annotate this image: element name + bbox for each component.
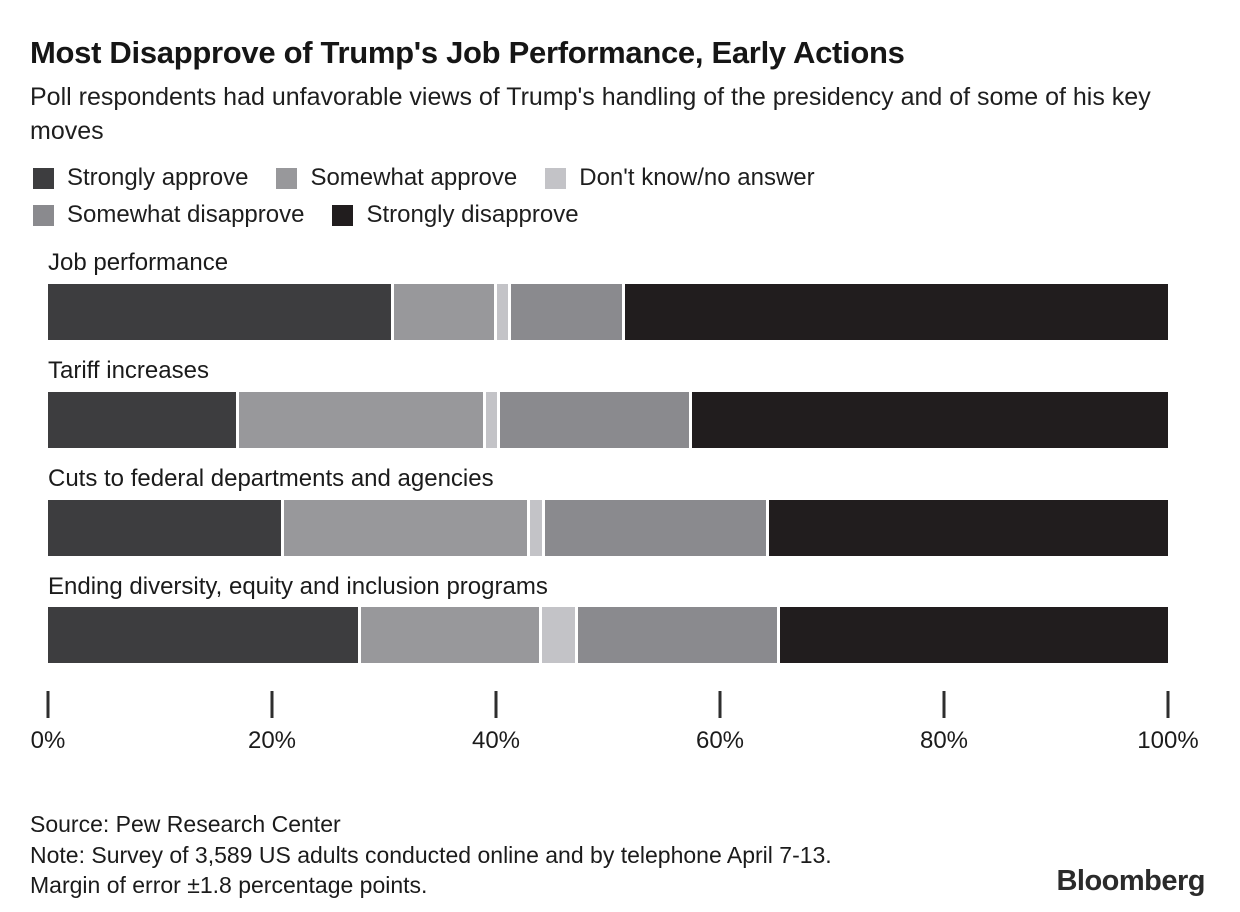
x-axis: 0% 20% 40% 60% 80% 100% — [31, 691, 1199, 757]
bar-segment-somewhat-approve — [239, 391, 484, 448]
axis-tick-label: 60% — [695, 727, 745, 755]
bar-segment-strongly-approve — [48, 283, 392, 340]
bar-segment-somewhat-disapprove — [500, 391, 689, 448]
axis-tick — [270, 691, 274, 719]
axis-tick — [1166, 691, 1170, 719]
legend-item-strongly-disapprove: Strongly disapprove — [332, 201, 579, 229]
axis-tick — [494, 691, 498, 719]
stacked-bar-chart: Job performance Tariff increases Cuts to f… — [48, 249, 1168, 664]
bar-segment-strongly-disapprove — [691, 391, 1168, 448]
bar-segment-somewhat-approve — [394, 283, 495, 340]
chart-title: Most Disapprove of Trump's Job Performan… — [30, 35, 905, 70]
stacked-bar — [48, 391, 1168, 448]
bar-segment-don-t-know-no-answer — [530, 499, 542, 556]
legend-label: Don't know/no answer — [579, 164, 815, 192]
legend-item-somewhat-disapprove: Somewhat disapprove — [33, 201, 304, 229]
legend-item-don-t-know-no-answer: Don't know/no answer — [545, 164, 815, 192]
bar-segment-somewhat-approve — [283, 499, 528, 556]
bar-segment-strongly-approve — [48, 607, 359, 664]
legend-label: Somewhat approve — [310, 164, 518, 192]
axis-tick-label: 100% — [1137, 727, 1199, 755]
bar-segment-strongly-disapprove — [769, 499, 1168, 556]
axis-tick-label: 20% — [247, 727, 297, 755]
bar-segment-somewhat-disapprove — [511, 283, 623, 340]
bar-segment-somewhat-disapprove — [577, 607, 778, 664]
legend: Strongly approve Somewhat approve Don't kn… — [33, 164, 1043, 229]
axis-tick-label: 40% — [471, 727, 521, 755]
bar-segment-strongly-approve — [48, 391, 237, 448]
bar-group-cuts-to-federal-departments-and-agencies: Cuts to federal departments and agencies — [48, 465, 1168, 556]
bar-segment-don-t-know-no-answer — [486, 391, 498, 448]
legend-swatch-icon — [332, 204, 354, 226]
axis-tick-label: 80% — [919, 727, 969, 755]
legend-swatch-icon — [276, 167, 298, 189]
axis-tick — [942, 691, 946, 719]
note-text: Note: Survey of 3,589 US adults conducte… — [30, 841, 832, 899]
axis-tick — [46, 691, 50, 719]
bloomberg-logo: Bloomberg — [1056, 865, 1205, 898]
source-text: Source: Pew Research Center — [30, 811, 341, 838]
legend-swatch-icon — [545, 167, 567, 189]
bar-segment-strongly-disapprove — [780, 607, 1168, 664]
bar-label: Job performance — [48, 249, 229, 277]
bar-segment-don-t-know-no-answer — [541, 607, 575, 664]
chart-subtitle: Poll respondents had unfavorable views o… — [30, 83, 1151, 146]
bar-group-ending-diversity-equity-and-inclusion-programs: Ending diversity, equity and inclusion p… — [48, 573, 1168, 664]
legend-swatch-icon — [33, 167, 54, 189]
bar-label: Tariff increases — [48, 356, 209, 384]
bar-group-job-performance: Job performance — [48, 249, 1168, 340]
bar-segment-strongly-approve — [48, 499, 281, 556]
legend-label: Somewhat disapprove — [67, 201, 305, 229]
bar-label: Cuts to federal departments and agencies — [48, 464, 494, 492]
bar-segment-somewhat-approve — [361, 607, 539, 664]
axis-tick — [718, 691, 722, 719]
legend-item-strongly-approve: Strongly approve — [33, 164, 248, 192]
stacked-bar — [48, 499, 1168, 556]
stacked-bar — [48, 607, 1168, 664]
stacked-bar — [48, 283, 1168, 340]
axis-tick-label: 0% — [30, 727, 66, 755]
legend-label: Strongly disapprove — [366, 201, 579, 229]
legend-label: Strongly approve — [67, 164, 249, 192]
bar-segment-strongly-disapprove — [625, 283, 1168, 340]
footer: Source: Pew Research Center Note: Survey… — [30, 809, 1210, 900]
legend-swatch-icon — [33, 204, 54, 226]
bar-segment-don-t-know-no-answer — [497, 283, 509, 340]
legend-item-somewhat-approve: Somewhat approve — [276, 164, 517, 192]
bar-label: Ending diversity, equity and inclusion p… — [48, 572, 548, 600]
bar-segment-somewhat-disapprove — [544, 499, 767, 556]
bar-group-tariff-increases: Tariff increases — [48, 357, 1168, 448]
